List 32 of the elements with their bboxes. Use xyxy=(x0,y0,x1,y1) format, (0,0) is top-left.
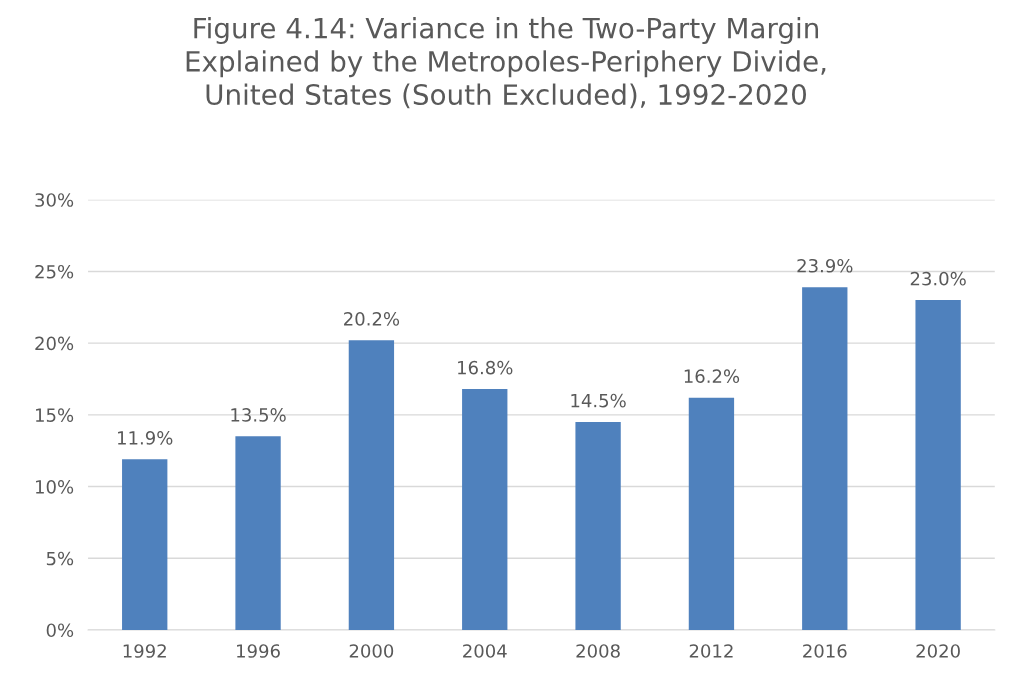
bar xyxy=(688,397,735,630)
y-tick-label: 10% xyxy=(36,480,74,494)
y-tick-label: 15% xyxy=(36,408,74,422)
x-tick-label: 1996 xyxy=(237,644,280,658)
data-label: 23.9% xyxy=(797,258,853,273)
data-label: 14.5% xyxy=(571,393,626,408)
x-tick-label: 2000 xyxy=(349,644,394,658)
x-tick-label: 2020 xyxy=(916,644,960,658)
bar xyxy=(915,300,961,630)
data-label: 16.2% xyxy=(684,369,740,384)
x-tick-label: 2004 xyxy=(463,644,507,658)
data-label: 23.0% xyxy=(910,271,966,286)
x-tick-label: 2016 xyxy=(803,644,847,658)
bar xyxy=(575,422,621,630)
x-tick-label: 2012 xyxy=(689,644,733,658)
y-tick-label: 0% xyxy=(46,623,74,638)
data-label: 11.9% xyxy=(118,431,173,445)
x-tick-label: 2008 xyxy=(576,644,620,658)
x-tick-label: 1992 xyxy=(123,644,166,658)
y-tick-label: 5% xyxy=(46,551,74,566)
bar xyxy=(802,287,848,630)
data-label: 20.2% xyxy=(344,312,400,326)
bar xyxy=(462,389,508,630)
bar xyxy=(122,459,168,630)
bar xyxy=(348,340,395,630)
y-tick-label: 20% xyxy=(35,336,74,351)
data-label: 16.8% xyxy=(458,360,513,375)
y-tick-label: 25% xyxy=(35,264,74,279)
chart-title: Figure 4.14: Variance in the Two-Party Margin Explained by the Metropoles-Periphery Divide, United States (South Excluded), 1992-2020 xyxy=(186,17,826,109)
data-label: 13.5% xyxy=(231,408,286,422)
y-tick-label: 30% xyxy=(35,193,74,207)
bar xyxy=(235,436,281,630)
